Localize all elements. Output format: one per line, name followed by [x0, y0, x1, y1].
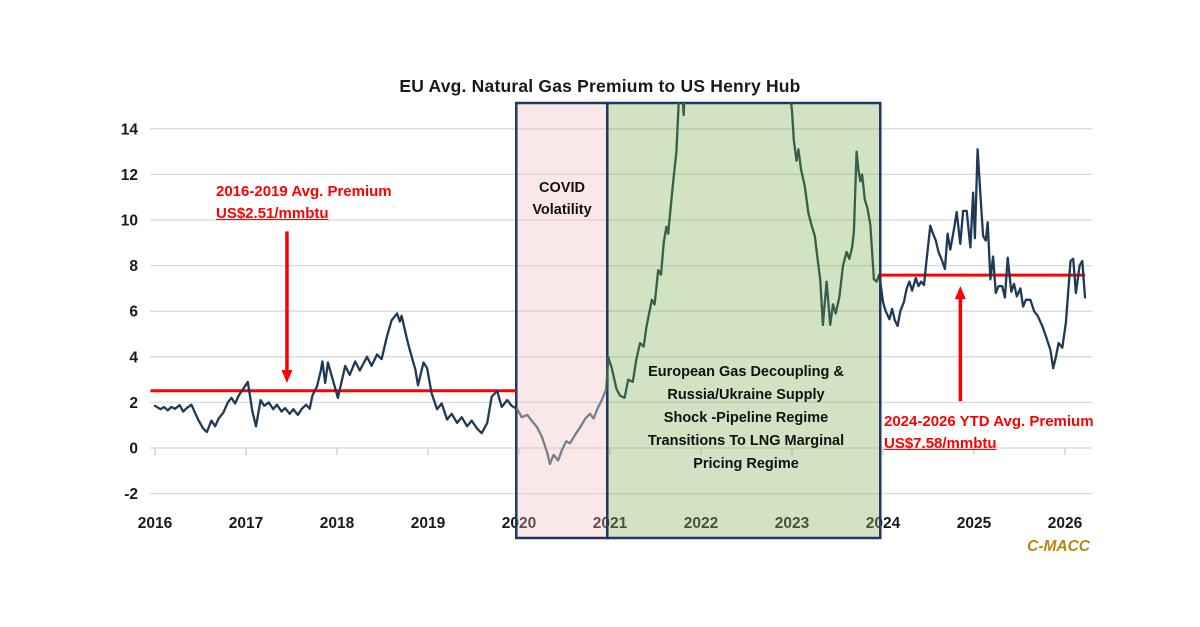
avg-2016-2019-note-arrow-head	[281, 370, 293, 384]
y-tick-label: -2	[124, 486, 138, 503]
covid-region	[515, 101, 609, 540]
decoupling-label-line3: Shock -Pipeline Regime	[663, 410, 829, 426]
x-tick-label: 2019	[411, 515, 446, 532]
data-series	[153, 103, 1087, 466]
decoupling-region-label: European Gas Decoupling & Russia/Ukraine…	[608, 361, 884, 476]
avg-2016-2019-annotation-line2: US$2.51/mmbtu	[216, 205, 329, 222]
avg-2024-2026-annotation-line1: 2024-2026 YTD Avg. Premium	[884, 413, 1094, 430]
x-tick-label: 2023	[775, 515, 810, 532]
covid-region-label-line1: COVID	[539, 180, 585, 196]
y-axis-labels: -2 0 2 4 6 8 10 12 14	[121, 121, 139, 503]
x-tick-label: 2021	[593, 515, 628, 532]
x-tick-label: 2016	[138, 515, 173, 532]
y-tick-label: 12	[121, 167, 138, 184]
series-gray_line	[516, 387, 608, 466]
annotation-arrows	[281, 231, 966, 402]
decoupling-label-line2: Russia/Ukraine Supply	[667, 387, 825, 403]
avg-2016-2019-annotation: 2016-2019 Avg. Premium US$2.51/mmbtu	[216, 181, 392, 225]
x-tick-label: 2020	[502, 515, 536, 532]
avg-2024-2026-note-arrow-head	[954, 286, 966, 300]
series-navy_line	[153, 312, 519, 435]
highlight-regions	[515, 101, 882, 540]
decoupling-label-line5: Pricing Regime	[693, 456, 799, 472]
series-navy_line	[878, 148, 1087, 370]
avg-2024-2026-annotation: 2024-2026 YTD Avg. Premium US$7.58/mmbtu	[884, 411, 1094, 455]
y-tick-label: 4	[129, 349, 138, 366]
y-tick-label: 8	[129, 258, 138, 275]
x-tick-label: 2022	[684, 515, 718, 532]
decoupling-region	[606, 101, 882, 540]
y-tick-label: 10	[121, 213, 138, 230]
y-tick-label: 14	[121, 121, 139, 138]
x-axis-labels: 2016 2017 2018 2019 2020 2021 2022 2023 2024 2025…	[138, 515, 1083, 532]
x-tick-label: 2017	[229, 515, 263, 532]
cmacc-logo: C-MACC	[1027, 538, 1090, 555]
avg-2016-2019-annotation-line1: 2016-2019 Avg. Premium	[216, 183, 392, 200]
x-tick-label: 2026	[1048, 515, 1083, 532]
decoupling-label-line4: Transitions To LNG Marginal	[647, 433, 845, 449]
gridlines	[150, 128, 1092, 495]
covid-region-label: COVID Volatility	[516, 177, 608, 221]
y-tick-label: 0	[129, 441, 138, 458]
y-tick-label: 2	[129, 395, 138, 412]
series-green_line	[605, 103, 881, 399]
x-tick-label: 2024	[866, 515, 901, 532]
x-tick-label: 2025	[957, 515, 992, 532]
x-tick-label: 2018	[320, 515, 355, 532]
y-tick-label: 6	[129, 304, 138, 321]
decoupling-label-line1: European Gas Decoupling &	[648, 364, 844, 380]
chart-title: EU Avg. Natural Gas Premium to US Henry …	[399, 76, 801, 96]
avg-2024-2026-annotation-line2: US$7.58/mmbtu	[884, 435, 997, 452]
covid-region-label-line2: Volatility	[532, 202, 592, 218]
average-lines	[150, 273, 1086, 393]
x-axis-ticks	[154, 448, 1066, 455]
